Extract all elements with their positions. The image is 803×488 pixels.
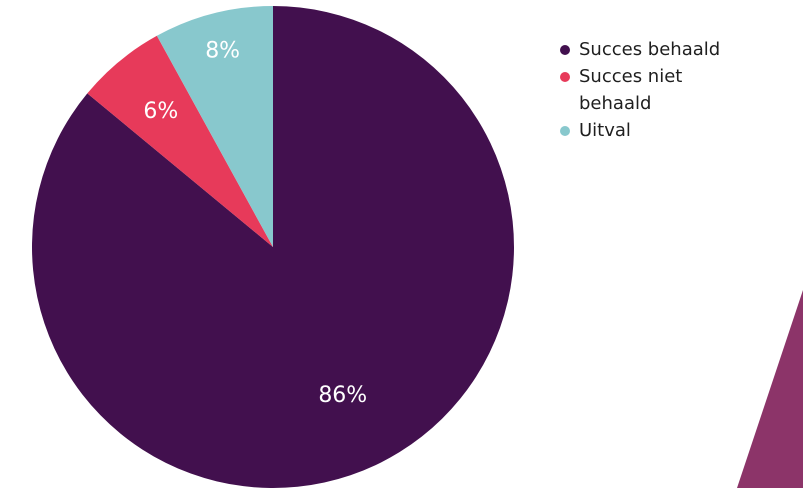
legend-item: Succes niet behaald [560,63,760,117]
slice-label-succes-behaald: 86% [318,383,367,408]
decorative-wedge-shape [737,290,803,488]
legend-item: Uitval [560,117,760,144]
legend-marker-icon [560,72,570,82]
legend-label: Succes behaald [579,39,721,60]
slice-label-uitval: 8% [205,38,240,63]
legend-marker-icon [560,45,570,55]
pie-slice-succes-niet-behaald [87,35,273,247]
legend-label: Succes niet behaald [579,66,683,114]
chart-legend: Succes behaald Succes niet behaald Uitval [560,36,760,144]
slice-label-succes-niet-behaald: 6% [143,99,178,124]
pie-slice-uitval [156,6,273,247]
legend-marker-icon [560,126,570,136]
legend-item: Succes behaald [560,36,760,63]
legend-label: Uitval [579,120,631,141]
pie-slice-succes-behaald [31,6,515,488]
pie-slices [31,6,515,488]
slice-labels: 86% 6% 8% [143,38,367,407]
